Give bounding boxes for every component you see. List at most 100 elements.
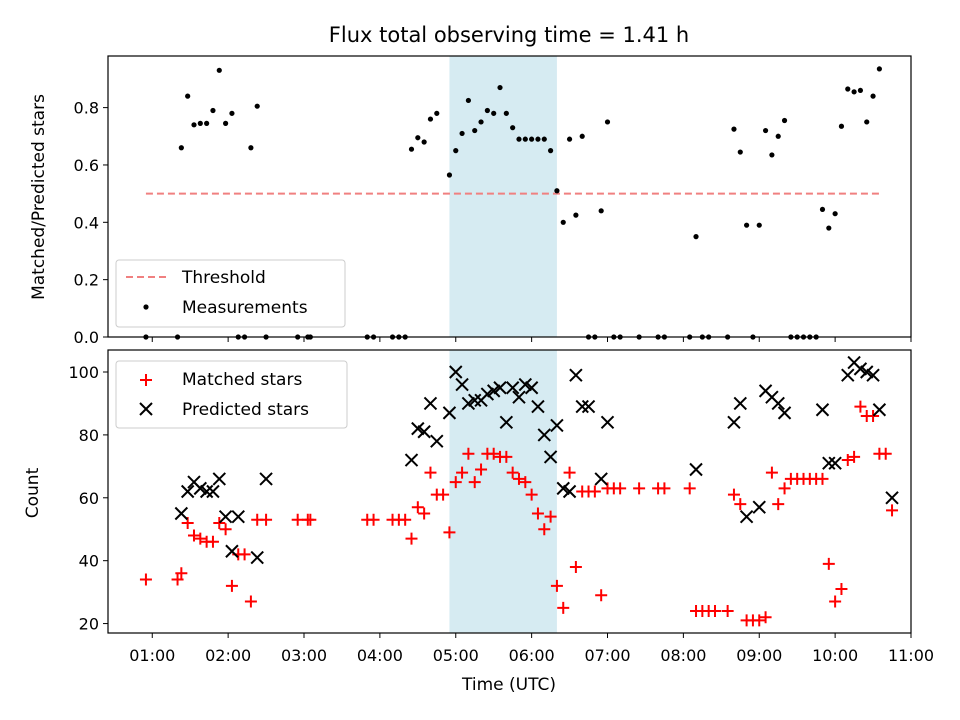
predicted-star-point [777,406,792,420]
legend-matched-plus-icon [140,374,152,386]
top-y-tick-label: 0.0 [74,328,99,347]
matched-star-point [187,529,200,542]
matched-star-point [238,548,251,561]
matched-star-point [848,450,861,463]
measurement-point [204,120,210,126]
predicted-star-point [486,384,501,398]
predicted-star-point [594,472,608,486]
matched-star-point [727,488,740,501]
matched-star-point [531,507,544,520]
matched-star-point [175,567,188,580]
measurement-point [185,93,191,99]
bottom-legend: Matched stars Predicted stars [115,360,348,429]
figure-title: Flux total observing time = 1.41 h [329,23,689,47]
predicted-star-point [822,456,836,470]
matched-star-point [468,476,481,489]
measurement-point [465,97,472,104]
predicted-star-point [199,484,214,499]
predicted-star-point [885,491,899,505]
measurement-point [604,119,611,125]
matched-star-point [734,498,747,511]
predicted-star-point [493,381,507,395]
x-tick-label: 03:00 [281,646,327,665]
predicted-star-point [225,544,239,558]
predicted-star-point [531,399,545,414]
matched-star-point [519,476,532,489]
matched-star-point [886,504,899,517]
measurement-point [838,123,845,129]
matched-star-point [171,573,184,586]
matched-star-point [244,595,257,608]
matched-star-point [399,513,412,526]
measurement-point [769,152,775,158]
matched-star-point [829,595,842,608]
measurement-point [762,127,769,134]
predicted-star-point [537,428,551,442]
matched-star-point [854,400,867,413]
measurement-point [522,136,528,142]
predicted-star-point [259,472,273,486]
matched-star-point [835,582,848,595]
matched-star-point [500,450,513,463]
measurement-point [484,107,490,114]
measurement-point [415,135,421,141]
legend-predicted-x-icon [139,402,153,416]
matched-star-point [475,463,488,476]
measurement-point [876,66,882,72]
predicted-star-point [562,484,577,499]
x-tick-label: 11:00 [888,646,934,665]
matched-star-point [538,523,551,536]
predicted-star-point [524,381,539,395]
measurement-point [529,136,535,142]
predicted-star-point [733,396,747,411]
measurement-point [503,110,509,116]
predicted-star-point [581,399,596,414]
measurement-point [775,133,781,139]
matched-star-point [260,513,273,526]
measurement-point [731,126,737,132]
predicted-star-point [480,387,495,401]
predicted-star-point [193,481,208,496]
x-tick-label: 01:00 [129,646,175,665]
measurement-point [693,234,699,240]
bottom-highlight-band [449,350,557,633]
legend-threshold-label: Threshold [181,268,266,288]
measurement-point [478,119,484,125]
legend-measurements-marker-icon [143,304,149,310]
matched-star-point [753,614,766,627]
matched-star-point [759,611,772,624]
measurement-point [216,67,222,73]
matched-star-point [595,589,608,602]
measurement-point [229,110,235,116]
measurement-point [248,145,254,151]
x-tick-label: 10:00 [812,646,858,665]
matched-star-point [772,498,785,511]
predicted-star-point [430,434,444,448]
top-plot-frame [107,55,912,338]
predicted-star-point [461,396,476,411]
measurement-point [446,172,453,178]
matched-star-point [219,523,232,536]
matched-star-point [765,466,778,479]
predicted-star-point [180,484,195,499]
measurement-point [541,136,547,142]
matched-star-point [822,557,835,570]
measurement-point [826,225,832,231]
predicted-star-point [218,509,233,524]
measurement-point [598,208,604,214]
predicted-star-point [828,456,842,470]
bottom-y-tick-label: 100 [68,363,99,382]
matched-star-point [405,532,418,545]
predicted-star-point [423,396,438,411]
measurement-point [573,212,579,218]
x-axis-label: Time (UTC) [461,675,556,695]
matched-star-point [206,535,219,548]
matched-star-point [525,488,538,501]
matched-star-point [721,604,734,617]
matched-star-point [557,601,570,614]
measurement-point [191,122,197,128]
predicted-star-point [550,418,564,433]
x-tick-label: 02:00 [205,646,251,665]
measurement-point [579,133,585,139]
